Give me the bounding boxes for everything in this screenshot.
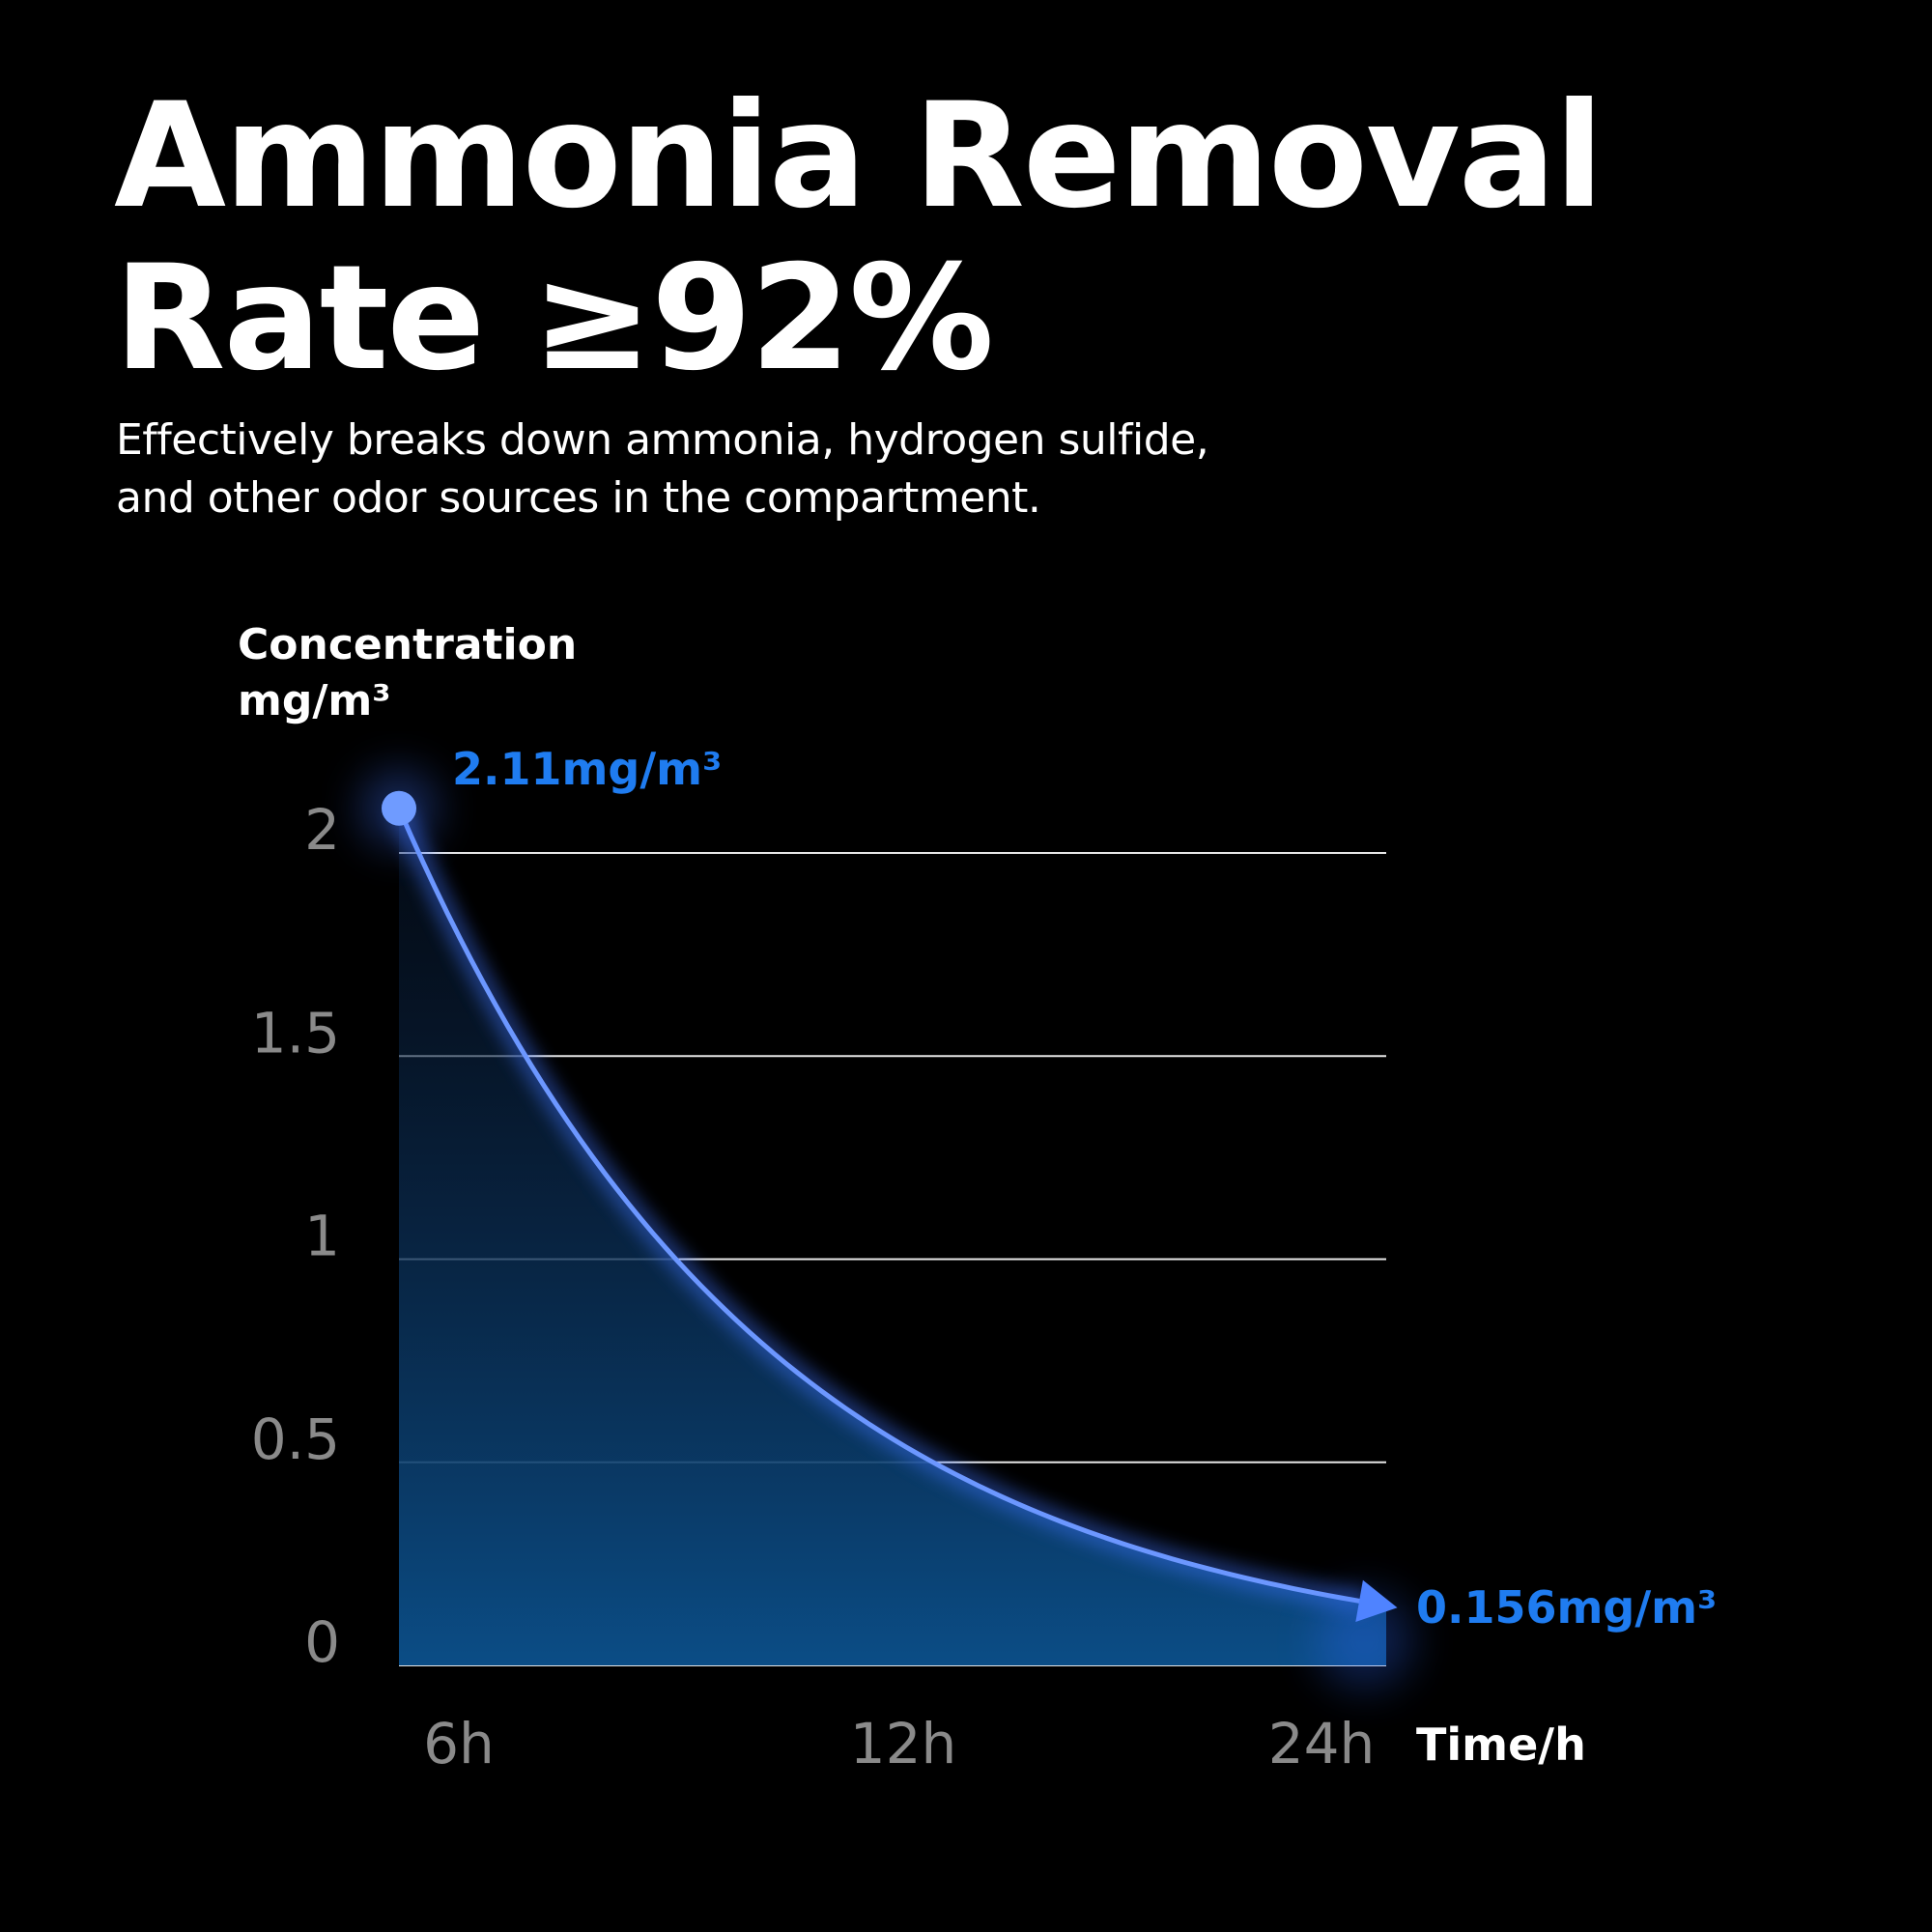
- data-point-end-arrow: [1355, 1579, 1398, 1622]
- text-layer: 0 0.5 1 1.5 2 6h 12h 24h Concentration mg/m³ Time/…: [238, 620, 1717, 1776]
- x-axis-label: Time/h: [1416, 1719, 1586, 1771]
- y-tick-label: 0.5: [251, 1406, 340, 1472]
- mark-layer: [360, 769, 1413, 1690]
- end-point-glow: [1317, 1592, 1413, 1690]
- y-tick-label: 1.5: [251, 1000, 340, 1065]
- area-layer: [388, 804, 1386, 1665]
- y-tick-label: 2: [304, 797, 340, 863]
- title-line-1: Ammonia Removal: [114, 72, 1604, 241]
- series-line: [396, 806, 1368, 1605]
- data-point-start: [382, 790, 416, 826]
- data-label-end: 0.156mg/m³: [1416, 1581, 1717, 1634]
- subtitle: Effectively breaks down ammonia, hydroge…: [116, 412, 1209, 527]
- y-tick-label: 1: [304, 1204, 340, 1269]
- x-tick-label: 12h: [850, 1711, 957, 1776]
- subtitle-line-2: and other odor sources in the compartmen…: [116, 473, 1041, 523]
- subtitle-line-1: Effectively breaks down ammonia, hydroge…: [116, 415, 1209, 465]
- area-fill: [399, 808, 1386, 1665]
- y-axis-label-line-2: mg/m³: [238, 676, 391, 725]
- page-title: Ammonia Removal Rate ≥92%: [114, 72, 1604, 403]
- y-axis-label-line-1: Concentration: [238, 620, 577, 669]
- title-line-2: Rate ≥92%: [114, 235, 994, 403]
- y-tick-label: 0: [304, 1609, 340, 1675]
- x-tick-label: 6h: [423, 1711, 495, 1776]
- data-label-start: 2.11mg/m³: [452, 743, 722, 795]
- x-tick-label: 24h: [1268, 1711, 1376, 1776]
